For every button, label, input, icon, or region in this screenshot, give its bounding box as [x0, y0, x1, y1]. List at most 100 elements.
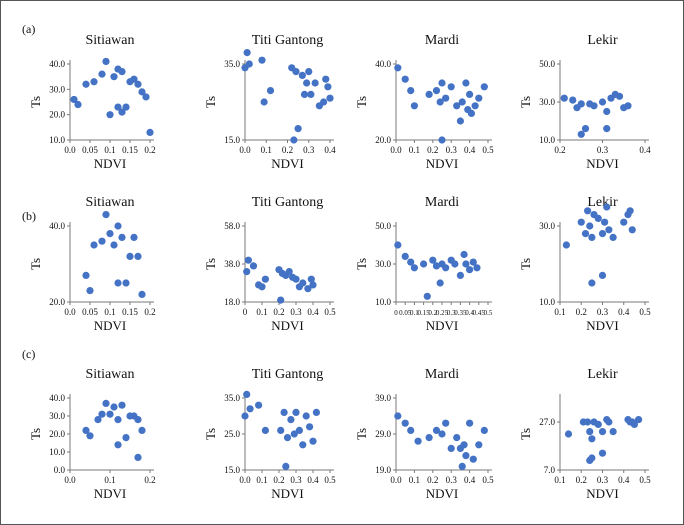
x-axis-label: NDVI	[426, 156, 459, 171]
x-tick-label: 0.0	[64, 475, 76, 485]
y-tick-label: 39.0	[375, 393, 391, 403]
x-tick-label: 0.15	[122, 307, 138, 317]
data-point	[438, 136, 446, 144]
y-tick-label: 40.0	[375, 59, 391, 69]
x-tick-label: 0.1	[104, 307, 115, 317]
x-tick-label: 0	[394, 309, 398, 317]
data-point	[118, 401, 126, 409]
data-point	[82, 80, 90, 88]
data-point	[294, 125, 302, 133]
data-point	[432, 262, 441, 270]
x-tick-label: 0.3	[597, 307, 609, 317]
x-tick-label: 0.2	[282, 145, 293, 155]
y-axis-label: Ts	[203, 258, 218, 270]
x-tick-label: 0.0	[390, 475, 402, 485]
data-point	[70, 95, 78, 104]
data-point	[586, 428, 594, 436]
data-point	[601, 218, 609, 226]
x-tick-label: 0.4	[618, 475, 630, 485]
y-tick-label: 7.0	[544, 465, 556, 475]
data-point	[126, 252, 134, 260]
x-tick-label: 0.15	[417, 309, 430, 317]
x-tick-label: 0.2	[144, 307, 155, 317]
data-point	[134, 416, 142, 424]
x-tick-label: 0.2	[273, 475, 284, 485]
data-point	[114, 279, 122, 287]
x-tick-label: 0.1	[261, 145, 272, 155]
data-point	[436, 98, 444, 106]
data-point	[594, 214, 602, 222]
data-point	[564, 430, 573, 438]
data-point	[134, 252, 142, 260]
data-point	[86, 287, 94, 295]
x-axis-label: NDVI	[586, 156, 619, 171]
data-point	[628, 226, 636, 234]
data-point	[466, 90, 474, 98]
data-point	[102, 399, 110, 407]
chart-title: Sitiawan	[86, 195, 135, 210]
data-point	[480, 426, 488, 434]
scatter-chart-sitiawan: Sitiawan 20.0 40.0 0.0 0.05 0.1 0.15 0.2 NDVI Ts	[28, 195, 156, 333]
y-axis-label: Ts	[28, 258, 43, 270]
data-point	[285, 268, 293, 276]
data-point	[118, 108, 126, 116]
data-point	[425, 434, 433, 442]
y-tick-label: 30.0	[539, 97, 555, 107]
data-point	[394, 64, 402, 72]
data-point	[282, 462, 290, 470]
y-tick-label: 10.0	[539, 135, 555, 145]
data-point	[458, 462, 466, 470]
chart-title: Sitiawan	[86, 33, 135, 48]
chart-title: Lekir	[587, 367, 618, 382]
x-tick-label: 0.35	[454, 309, 467, 317]
y-tick-label: 15.0	[224, 465, 240, 475]
data-point	[475, 94, 483, 102]
data-point	[138, 88, 146, 96]
data-point	[598, 449, 607, 457]
chart-title: Mardi	[425, 33, 459, 48]
data-point	[299, 279, 307, 287]
data-point	[584, 418, 592, 426]
data-point	[410, 264, 418, 272]
data-point	[142, 93, 150, 101]
x-tick-label: 0.3	[446, 475, 458, 485]
x-tick-label: 0	[243, 307, 248, 317]
panel-label: (b)	[22, 209, 36, 223]
data-point	[82, 426, 90, 434]
x-tick-label: 0.1	[554, 307, 565, 317]
x-tick-label: 0.1	[104, 475, 115, 485]
y-tick-label: 15.0	[224, 135, 240, 145]
data-point	[588, 279, 596, 287]
x-tick-label: 0.5	[639, 475, 651, 485]
data-point	[594, 420, 602, 428]
y-tick-label: 30.0	[49, 411, 65, 421]
x-tick-label: 0.0	[239, 145, 251, 155]
data-point	[609, 428, 617, 436]
data-point	[322, 75, 330, 83]
x-axis-label: NDVI	[426, 318, 459, 333]
x-tick-label: 0.2	[428, 309, 437, 317]
data-point	[311, 79, 319, 87]
y-tick-label: 30.0	[539, 221, 555, 231]
data-point	[577, 218, 585, 226]
data-point	[249, 262, 258, 270]
data-point	[138, 290, 146, 298]
y-tick-label: 10.0	[49, 447, 65, 457]
data-point	[106, 230, 114, 238]
x-tick-label: 0.4	[465, 309, 474, 317]
data-point	[130, 75, 138, 83]
data-point	[106, 111, 114, 119]
data-point	[462, 452, 470, 460]
data-point	[581, 230, 590, 238]
data-point	[453, 102, 461, 110]
data-point	[290, 136, 298, 144]
data-point	[266, 87, 275, 95]
chart-title: Titi Gantong	[252, 367, 323, 382]
data-point	[307, 275, 315, 283]
data-point	[102, 57, 110, 66]
data-point	[299, 441, 307, 449]
chart-title: Sitiawan	[86, 367, 135, 382]
data-point	[605, 226, 613, 234]
x-axis-label: NDVI	[426, 486, 459, 501]
data-point	[277, 296, 285, 304]
